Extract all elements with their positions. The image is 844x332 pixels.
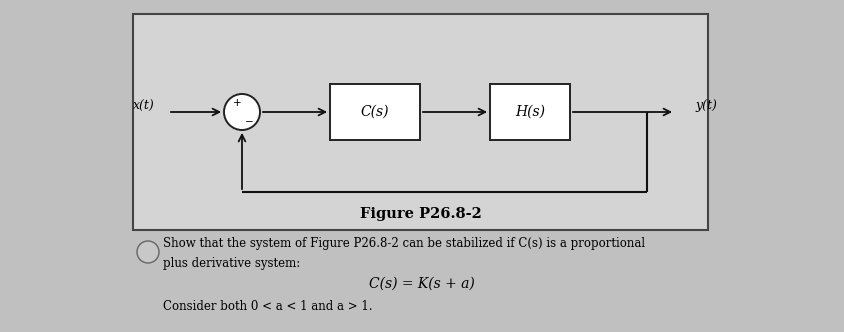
Text: +: +	[233, 98, 241, 108]
Text: x(t): x(t)	[133, 100, 155, 113]
Text: H(s): H(s)	[515, 105, 545, 119]
Text: y(t): y(t)	[695, 100, 717, 113]
Ellipse shape	[224, 94, 260, 130]
Text: plus derivative system:: plus derivative system:	[163, 258, 300, 271]
Text: Figure P26.8-2: Figure P26.8-2	[360, 207, 481, 221]
Ellipse shape	[137, 241, 159, 263]
Text: Consider both 0 < a < 1 and a > 1.: Consider both 0 < a < 1 and a > 1.	[163, 299, 372, 312]
Bar	[330, 84, 420, 140]
Text: C(s) = K(s + a): C(s) = K(s + a)	[369, 277, 475, 291]
Bar	[490, 84, 570, 140]
Text: C(s): C(s)	[360, 105, 389, 119]
Bar	[133, 14, 708, 230]
Text: −: −	[245, 117, 253, 127]
Text: Show that the system of Figure P26.8-2 can be stabilized if C(s) is a proportion: Show that the system of Figure P26.8-2 c…	[163, 237, 645, 251]
